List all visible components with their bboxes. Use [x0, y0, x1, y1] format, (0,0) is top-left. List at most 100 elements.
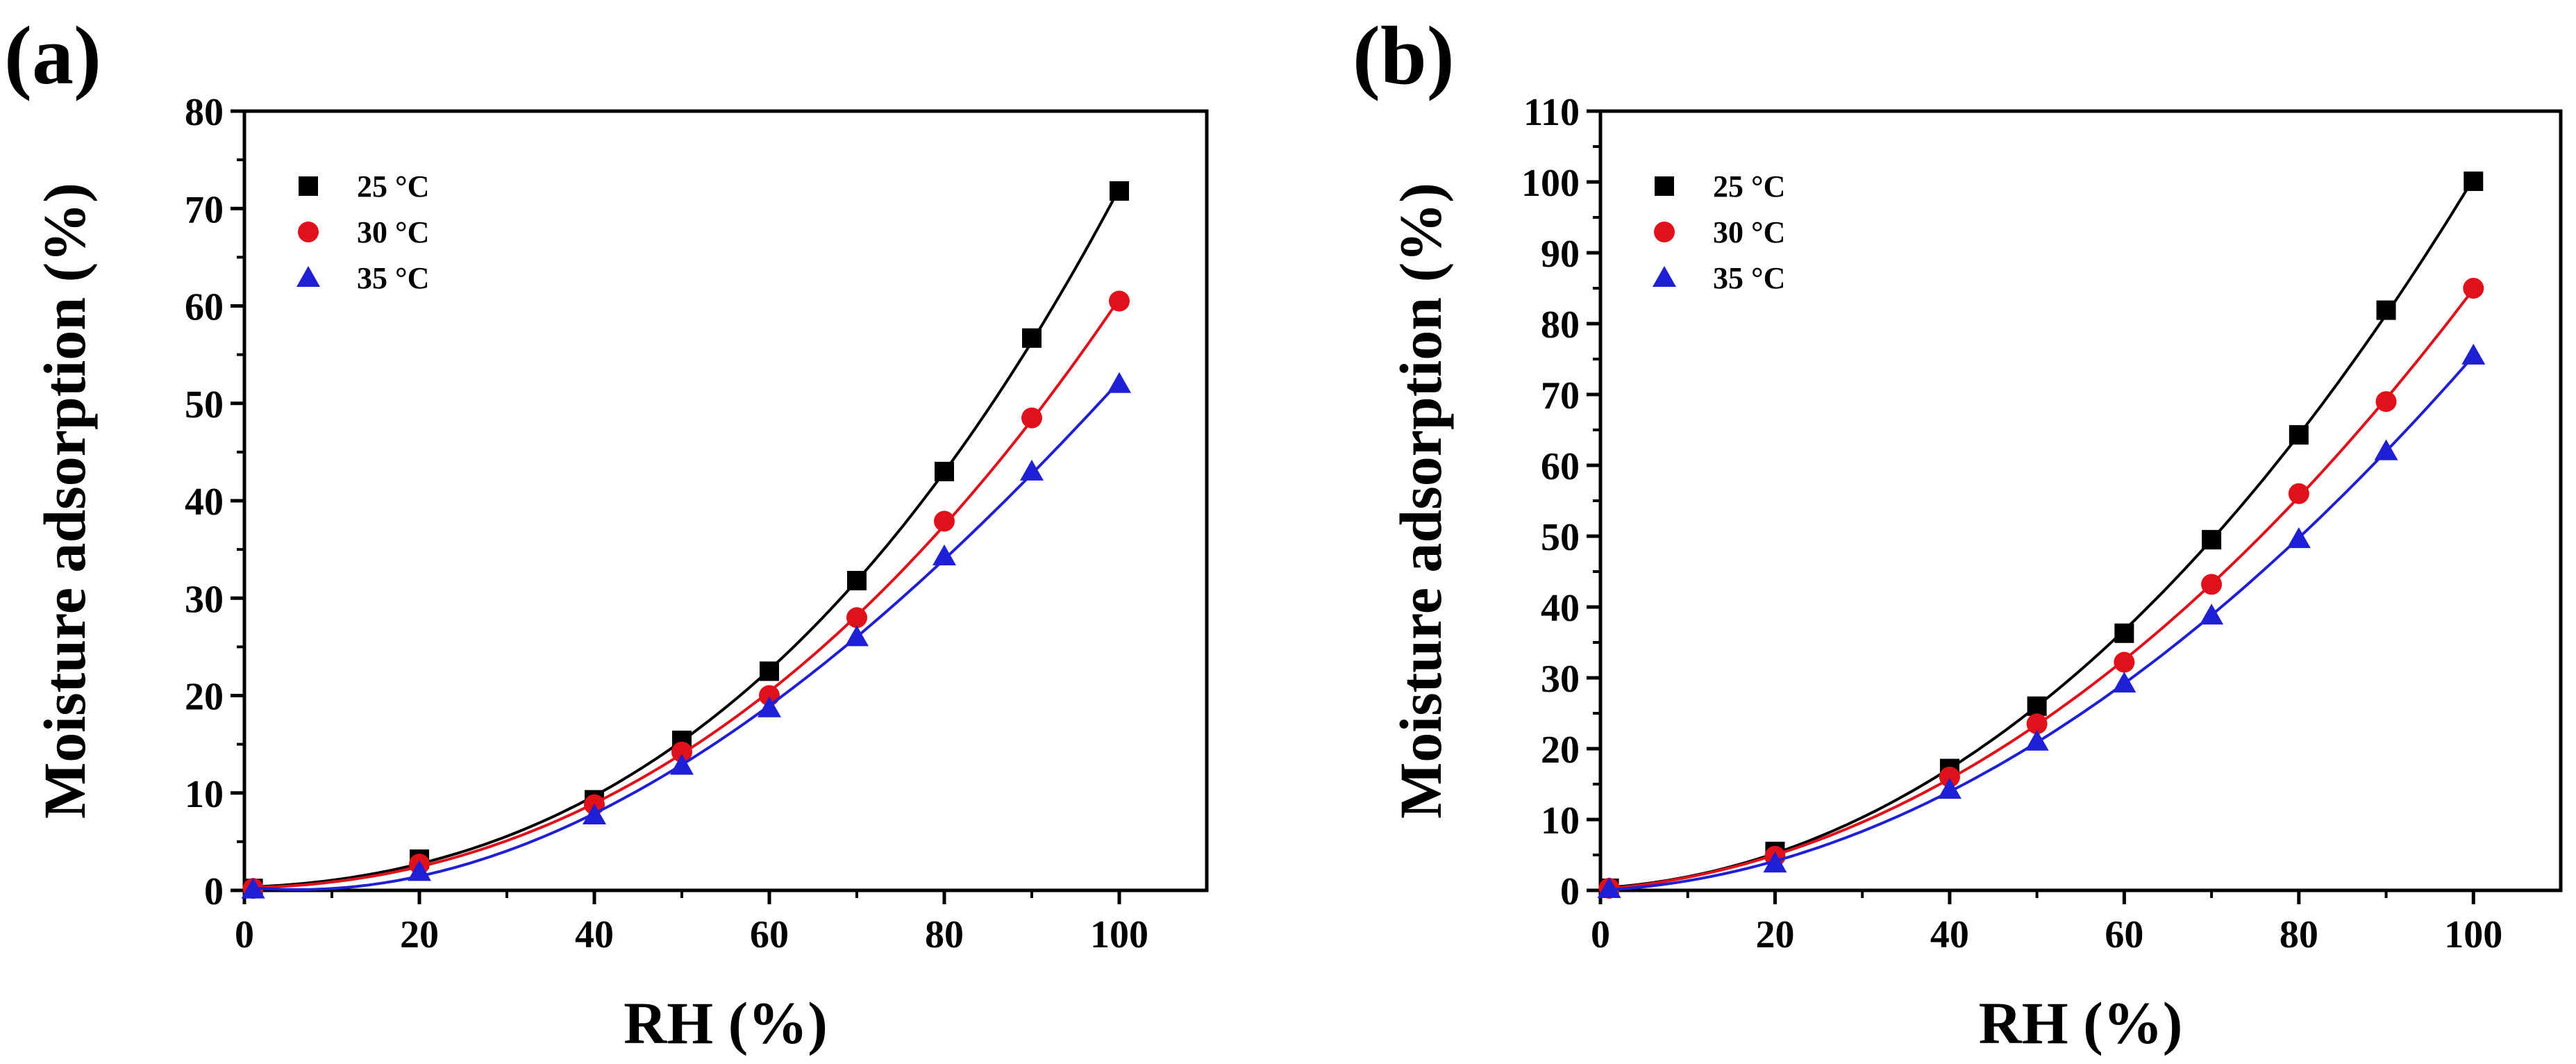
y-tick-label: 90 — [1541, 233, 1580, 276]
data-point — [758, 696, 781, 717]
y-tick-label: 20 — [185, 676, 224, 719]
y-tick-label: 70 — [185, 188, 224, 231]
data-point — [1109, 290, 1130, 312]
data-point — [583, 804, 606, 825]
y-tick-label: 10 — [1541, 799, 1580, 842]
fit-curve — [253, 380, 1121, 891]
series-2 — [241, 372, 1131, 899]
data-point — [846, 607, 867, 629]
y-tick-label: 60 — [1541, 445, 1580, 488]
y-tick-label: 0 — [204, 870, 224, 913]
y-tick-label: 80 — [1541, 304, 1580, 347]
data-point — [2464, 171, 2484, 191]
x-tick-label: 60 — [750, 913, 789, 956]
legend-marker — [298, 222, 319, 242]
data-point — [2289, 425, 2309, 445]
x-tick-label: 20 — [400, 913, 439, 956]
data-point — [2463, 278, 2484, 299]
legend-entry: 30 °C — [1713, 215, 1785, 249]
data-point — [2288, 483, 2309, 504]
y-tick-label: 30 — [185, 578, 224, 621]
data-point — [2200, 604, 2224, 625]
x-tick-label: 60 — [2105, 913, 2143, 956]
data-point — [1110, 181, 1129, 201]
y-tick-label: 10 — [185, 773, 224, 816]
data-point — [1107, 372, 1131, 393]
y-tick-label: 50 — [1541, 516, 1580, 559]
data-point — [2114, 651, 2135, 673]
data-point — [847, 571, 867, 591]
y-tick-label: 30 — [1541, 658, 1580, 701]
data-point — [1939, 766, 1960, 788]
panel-label: (b) — [1353, 9, 1455, 101]
data-point — [2286, 527, 2311, 549]
data-point — [934, 510, 955, 532]
data-point — [1022, 328, 1042, 348]
panel-label: (a) — [4, 9, 101, 101]
legend-entry: 25 °C — [1713, 169, 1785, 203]
x-axis-label: RH (%) — [624, 990, 828, 1056]
x-tick-label: 0 — [1591, 913, 1610, 956]
x-tick-label: 40 — [1930, 913, 1969, 956]
x-tick-label: 100 — [1090, 913, 1148, 956]
y-tick-label: 0 — [1560, 870, 1580, 913]
data-point — [935, 461, 954, 481]
data-point — [1763, 851, 1787, 873]
panel-b: (b) 0 20 40 60 80 100 0 10 20 30 40 50 60 70 80 90 100 110… — [1353, 9, 2563, 1056]
data-point — [1597, 876, 1621, 898]
data-point — [1021, 407, 1042, 429]
fit-curve — [1609, 355, 2475, 892]
x-tick-label: 40 — [575, 913, 614, 956]
data-point — [2374, 439, 2398, 460]
data-point — [2201, 574, 2223, 595]
data-point — [2112, 672, 2136, 693]
y-tick-label: 110 — [1523, 91, 1580, 134]
data-point — [2027, 696, 2047, 716]
data-point — [2114, 623, 2134, 643]
y-tick-label: 60 — [185, 286, 224, 329]
y-tick-label: 80 — [185, 91, 224, 134]
x-tick-label: 100 — [2444, 913, 2502, 956]
fit-curve — [253, 298, 1121, 889]
x-tick-label: 0 — [235, 913, 254, 956]
legend-entry: 35 °C — [357, 261, 429, 295]
data-point — [2376, 300, 2396, 320]
panel-a: (a) 0 20 40 60 80 100 0 10 20 30 40 50 60 70 80 RH (%) Mo… — [4, 9, 1209, 1056]
data-point — [408, 860, 431, 881]
y-tick-label: 20 — [1541, 729, 1580, 772]
series-1 — [1598, 278, 2484, 899]
y-tick-label: 50 — [185, 383, 224, 426]
data-point — [845, 625, 869, 647]
legend-entry: 35 °C — [1713, 261, 1785, 295]
y-tick-label: 70 — [1541, 374, 1580, 417]
x-tick-label: 80 — [925, 913, 964, 956]
data-point — [1020, 459, 1044, 481]
data-point — [2025, 729, 2049, 751]
data-point — [2375, 391, 2397, 413]
legend-marker — [1654, 222, 1675, 242]
fit-curve — [1609, 288, 2475, 890]
series-1 — [242, 290, 1130, 899]
x-tick-label: 20 — [1755, 913, 1794, 956]
data-point — [760, 661, 779, 681]
y-axis-label: Moisture adsorption (%) — [1387, 183, 1454, 819]
data-point — [2202, 530, 2222, 550]
x-axis-label: RH (%) — [1979, 990, 2183, 1056]
data-point — [2026, 713, 2048, 735]
data-point — [671, 741, 692, 763]
series-2 — [1597, 343, 2486, 898]
y-tick-label: 40 — [1541, 587, 1580, 630]
y-tick-label: 100 — [1521, 162, 1580, 205]
legend-marker — [296, 266, 320, 287]
data-point — [2461, 343, 2486, 365]
data-point — [670, 754, 694, 775]
legend-marker — [1655, 176, 1674, 196]
legend-entry: 25 °C — [357, 169, 429, 203]
legend-marker — [299, 176, 318, 196]
y-tick-label: 40 — [185, 481, 224, 524]
legend-marker — [1653, 266, 1676, 287]
x-tick-label: 80 — [2280, 913, 2318, 956]
y-axis-label: Moisture adsorption (%) — [31, 183, 98, 819]
data-point — [1937, 778, 1962, 799]
